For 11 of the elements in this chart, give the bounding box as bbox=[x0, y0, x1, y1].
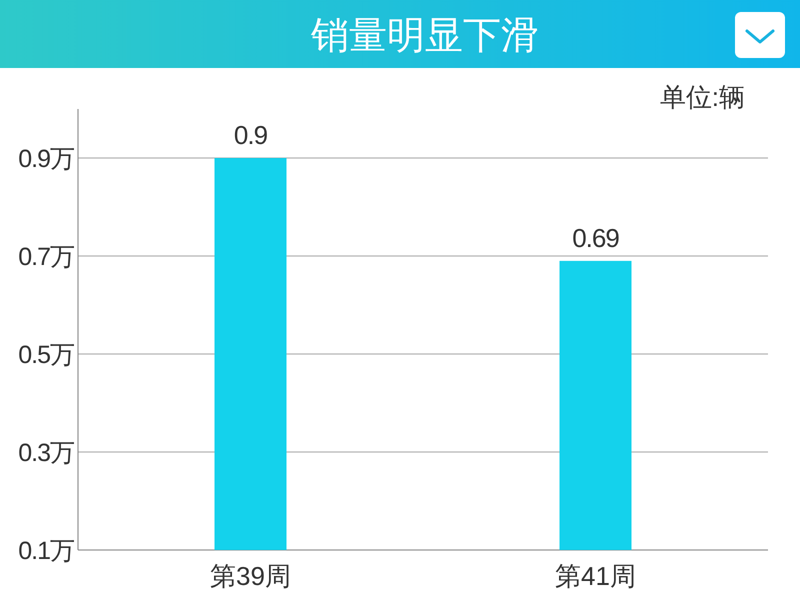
annotation: 单位:辆 bbox=[660, 82, 745, 112]
x-tick-label: 第41周 bbox=[555, 561, 636, 591]
data-label: 0.69 bbox=[572, 222, 620, 253]
data-label: 0.9 bbox=[234, 120, 268, 150]
y-tick-label: 0.3万 bbox=[18, 439, 74, 467]
y-tick-label: 0.9万 bbox=[18, 145, 74, 173]
x-tick-label: 第39周 bbox=[210, 561, 291, 591]
chart-title: 销量明显下滑 bbox=[310, 15, 539, 57]
y-tick-label: 0.1万 bbox=[18, 537, 74, 565]
y-tick-label: 0.7万 bbox=[18, 243, 74, 271]
y-tick-label: 0.5万 bbox=[18, 341, 74, 369]
